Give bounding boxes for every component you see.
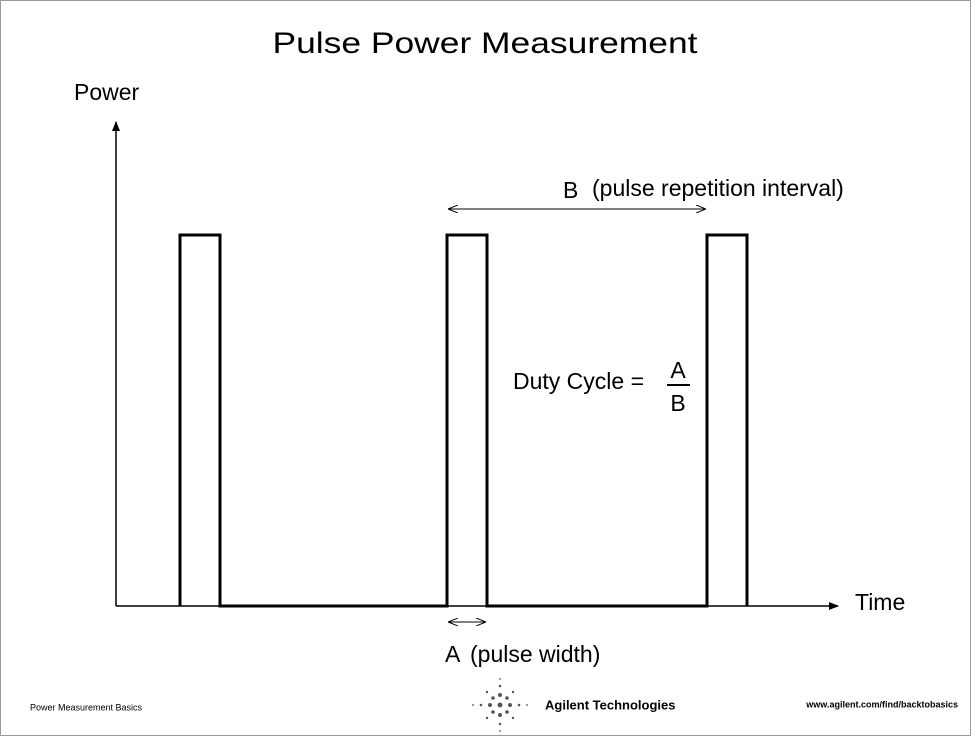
width-letter: A (445, 641, 461, 667)
logo (472, 678, 528, 732)
duty-denominator: B (670, 390, 685, 416)
duty-cycle-label: Duty Cycle = (513, 368, 644, 394)
duty-numerator: A (670, 357, 686, 383)
x-axis-label: Time (855, 589, 905, 615)
footer-url: www.agilent.com/find/backtobasics (805, 699, 958, 709)
interval-text: (pulse repetition interval) (592, 175, 844, 201)
width-text: (pulse width) (470, 641, 600, 667)
y-axis-label: Power (74, 79, 140, 105)
pulse-train (178, 233, 749, 608)
footer-left: Power Measurement Basics (30, 702, 143, 712)
title: Pulse Power Measurement (273, 27, 699, 60)
footer-company: Agilent Technologies (545, 697, 676, 712)
interval-letter: B (563, 177, 578, 203)
